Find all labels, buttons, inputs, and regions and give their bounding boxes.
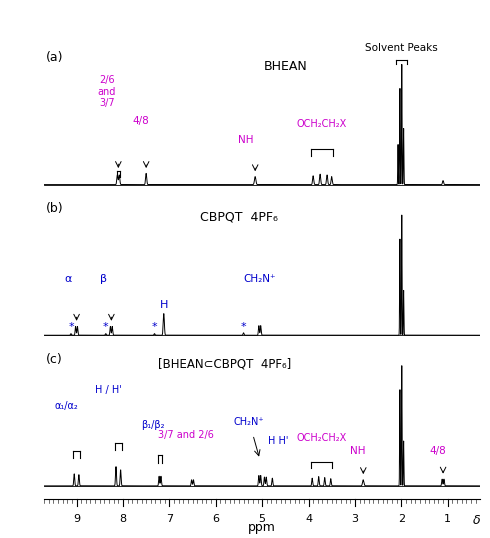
Text: *: * [68,322,74,332]
Text: (a): (a) [46,51,64,65]
Text: *: * [103,322,109,332]
Text: *: * [241,322,246,332]
Text: Solvent Peaks: Solvent Peaks [365,43,438,53]
Text: 9: 9 [73,514,80,523]
Text: 1: 1 [444,514,451,523]
Text: H / H': H / H' [95,385,122,395]
Text: 4/8: 4/8 [429,445,446,456]
Text: H: H [160,300,168,310]
Text: CH₂N⁺: CH₂N⁺ [244,274,276,284]
Text: 4/8: 4/8 [132,116,149,125]
Text: 2: 2 [398,514,405,523]
Text: OCH₂CH₂X: OCH₂CH₂X [296,119,346,129]
Text: 7: 7 [166,514,173,523]
Text: *: * [152,322,157,332]
Text: ppm: ppm [248,521,276,534]
Text: 5: 5 [259,514,266,523]
Text: (b): (b) [46,202,64,215]
Text: 6: 6 [212,514,219,523]
Text: 3: 3 [351,514,359,523]
Text: BHEAN: BHEAN [264,60,307,73]
Text: [BHEAN⊂CBPQT 4PF₆]: [BHEAN⊂CBPQT 4PF₆] [158,358,292,371]
Text: H H': H H' [268,436,289,446]
Text: α: α [65,274,72,284]
Text: 2/6
and
3/7: 2/6 and 3/7 [98,75,116,108]
Text: OCH₂CH₂X: OCH₂CH₂X [296,433,346,443]
Text: 8: 8 [120,514,126,523]
Text: NH: NH [238,134,254,145]
Text: CH₂N⁺: CH₂N⁺ [234,417,265,427]
Text: (c): (c) [46,352,63,366]
Text: α₁/α₂: α₁/α₂ [54,401,78,411]
Text: β: β [100,274,107,284]
Text: CBPQT 4PF₆: CBPQT 4PF₆ [200,210,278,223]
Text: NH: NH [349,445,365,456]
Text: 3/7 and 2/6: 3/7 and 2/6 [158,430,214,440]
Text: δ: δ [473,514,480,527]
Text: 4: 4 [305,514,312,523]
Text: β₁/β₂: β₁/β₂ [142,420,165,430]
